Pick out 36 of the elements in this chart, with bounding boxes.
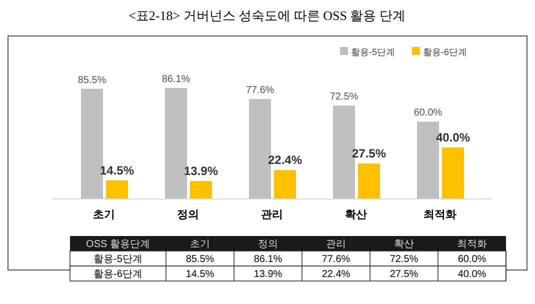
- text: 27.5%: [390, 269, 418, 280]
- x-tick-label: 초기: [93, 209, 115, 221]
- data-label: 27.5%: [352, 146, 386, 161]
- text: 40.0%: [458, 269, 486, 280]
- text: 13.9%: [254, 269, 282, 280]
- data-label: 86.1%: [162, 74, 190, 85]
- x-tick-label: 확산: [345, 209, 367, 221]
- data-label: 85.5%: [78, 74, 106, 86]
- data-label: 13.9%: [184, 164, 218, 178]
- category-label: 관리: [326, 239, 346, 250]
- text: 활용-6단계: [94, 269, 142, 280]
- category-label: 정의: [258, 239, 278, 250]
- category-label: 최적화: [457, 239, 487, 250]
- data-label: 22.4%: [268, 153, 302, 168]
- category-label: 확산: [394, 239, 414, 250]
- x-tick-label: 관리: [261, 209, 283, 221]
- data-label: 72.5%: [330, 92, 358, 103]
- text: 86.1%: [254, 254, 282, 265]
- legend-label: 활용-6단계: [423, 47, 468, 57]
- text: 활용-5단계: [94, 254, 142, 265]
- x-tick-label: 최적화: [424, 209, 456, 221]
- text: 22.4%: [322, 269, 350, 280]
- data-label: 77.6%: [246, 84, 274, 96]
- text: 14.5%: [186, 269, 214, 280]
- chart-title: <표2-18> 거버넌스 성숙도에 따른 OSS 활용 단계: [128, 8, 406, 23]
- data-label: 14.5%: [100, 163, 134, 178]
- category-label: 초기: [190, 239, 210, 250]
- text: OSS 활용단계: [86, 239, 150, 250]
- data-label: 40.0%: [436, 130, 470, 144]
- legend-label: 활용-5단계: [351, 47, 396, 57]
- text: 77.6%: [322, 254, 350, 265]
- text: 72.5%: [390, 254, 418, 265]
- text: 60.0%: [458, 254, 486, 265]
- data-label: 60.0%: [414, 108, 442, 119]
- text: 85.5%: [186, 254, 214, 265]
- x-tick-label: 정의: [177, 209, 199, 221]
